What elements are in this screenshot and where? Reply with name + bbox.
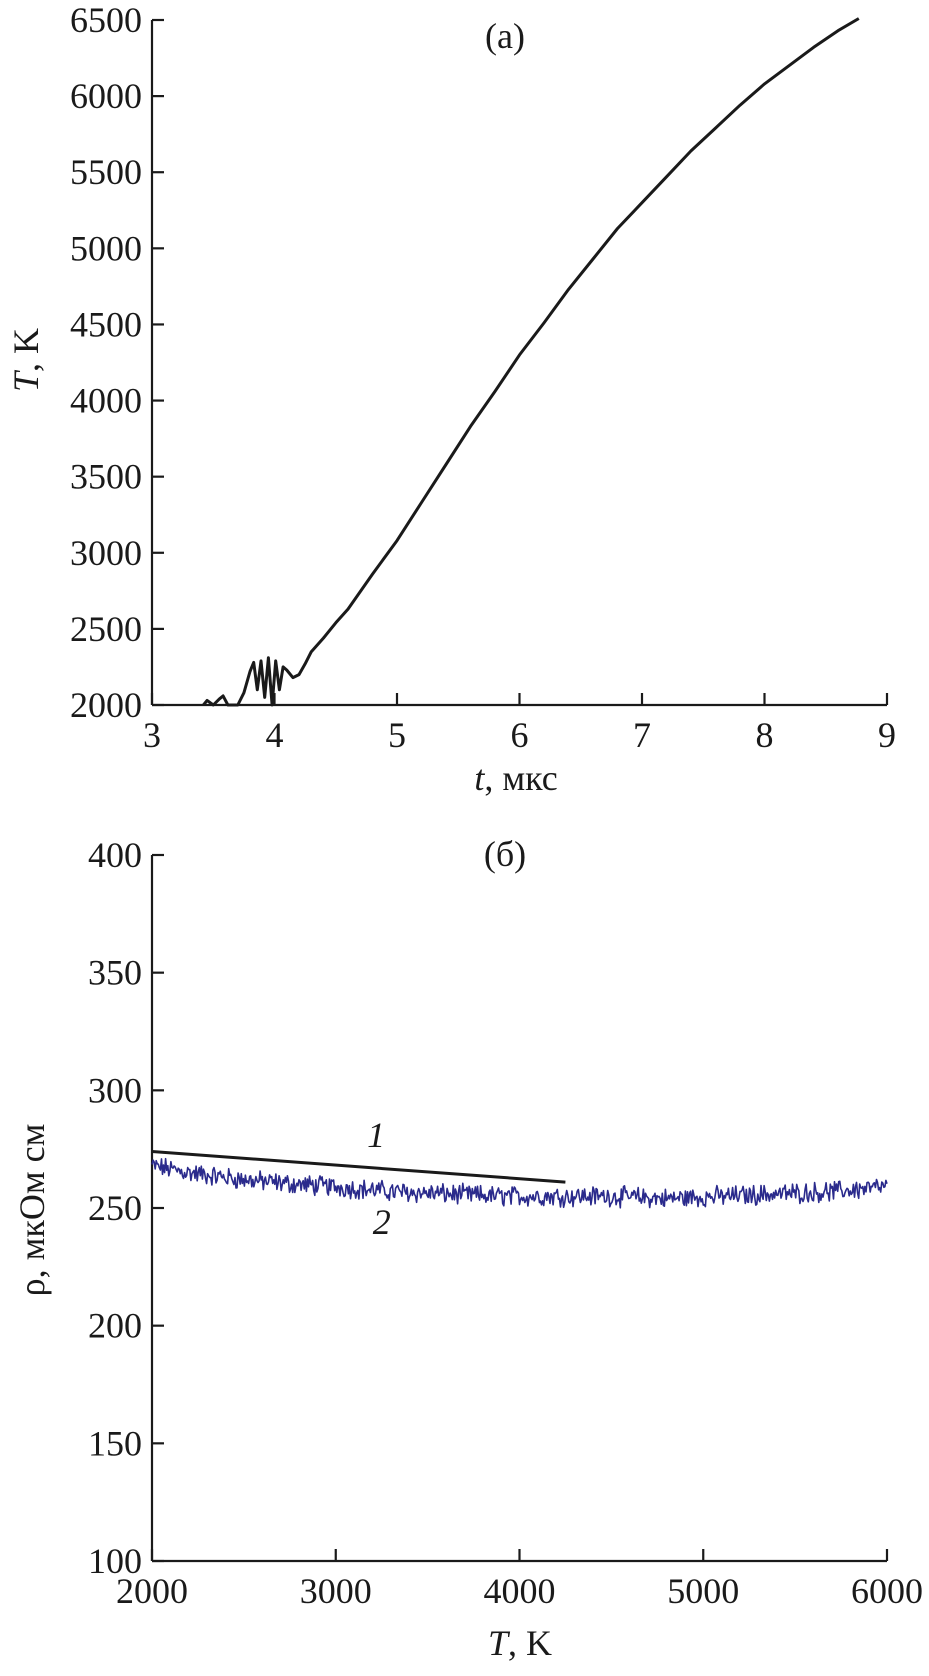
panel-b-x-axis-symbol: T bbox=[488, 1623, 511, 1663]
panel-a-y-tick-label: 6500 bbox=[70, 0, 142, 40]
panel-b-y-axis-title: ρ, мкОм см bbox=[12, 1124, 52, 1297]
panel-b-x-ticks: 2000 3000 4000 5000 6000 bbox=[116, 1549, 923, 1611]
panel-b-series-2-path bbox=[151, 1157, 888, 1209]
panel-b-x-tick-label: 3000 bbox=[300, 1571, 372, 1611]
panel-b-y-tick-label: 150 bbox=[88, 1423, 142, 1463]
panel-b-x-axis-title: T, K bbox=[488, 1623, 552, 1663]
panel-b-curve-label-1: 1 bbox=[367, 1115, 385, 1155]
panel-a-y-tick-label: 2500 bbox=[70, 609, 142, 649]
panel-a-y-axis-symbol: T bbox=[6, 369, 46, 392]
panel-a-y-tick-label: 3500 bbox=[70, 457, 142, 497]
panel-a-label: (a) bbox=[485, 16, 525, 56]
panel-b-series-1-path bbox=[151, 1150, 566, 1184]
panel-a-x-axis-unit: , мкс bbox=[484, 758, 557, 798]
panel-a-x-tick-label: 6 bbox=[511, 715, 529, 755]
panel-a-series bbox=[202, 17, 860, 707]
panel-b-series bbox=[151, 1150, 888, 1209]
panel-a-y-axis-title: T, K bbox=[6, 328, 46, 392]
panel-b-axes bbox=[150, 855, 887, 1563]
panel-b-x-tick-label: 5000 bbox=[667, 1571, 739, 1611]
panel-a-x-ticks: 3 4 5 6 7 8 9 bbox=[143, 693, 896, 755]
panel-a-axes bbox=[150, 20, 887, 707]
panel-b-y-tick-label: 350 bbox=[88, 953, 142, 993]
panel-a-x-axis-title: t, мкс bbox=[474, 758, 557, 798]
panel-b-y-ticks: 100 150 200 250 300 350 400 bbox=[88, 835, 164, 1581]
panel-a-y-tick-label: 4000 bbox=[70, 381, 142, 421]
panel-a-y-tick-label: 4500 bbox=[70, 304, 142, 344]
panel-a-y-ticks: 2000 2500 3000 3500 4000 4500 5000 5500 6000 6500 bbox=[70, 0, 164, 725]
panel-b-x-axis-unit: , K bbox=[508, 1623, 552, 1663]
panel-b-y-tick-label: 300 bbox=[88, 1070, 142, 1110]
panel-b-resistivity-vs-temperature: 2000 3000 4000 5000 6000 100 150 200 250 300 350 4… bbox=[12, 834, 923, 1663]
panel-b-y-tick-label: 100 bbox=[88, 1541, 142, 1581]
panel-b-y-tick-label: 200 bbox=[88, 1306, 142, 1346]
panel-a-temperature-vs-time: 3 4 5 6 7 8 9 2000 2500 3000 3500 4000 4500 5000 5500… bbox=[6, 0, 896, 798]
panel-b-curve-label-2: 2 bbox=[373, 1202, 391, 1242]
panel-a-y-tick-label: 5500 bbox=[70, 152, 142, 192]
panel-a-x-tick-label: 4 bbox=[266, 715, 284, 755]
panel-a-series-line-path bbox=[202, 17, 860, 707]
panel-a-y-axis-unit: , K bbox=[6, 328, 46, 372]
panel-a-x-tick-label: 3 bbox=[143, 715, 161, 755]
panel-a-y-tick-label: 3000 bbox=[70, 533, 142, 573]
panel-b-y-tick-label: 250 bbox=[88, 1188, 142, 1228]
panel-a-y-tick-label: 6000 bbox=[70, 76, 142, 116]
panel-b-x-tick-label: 6000 bbox=[851, 1571, 923, 1611]
panel-a-x-tick-label: 5 bbox=[388, 715, 406, 755]
panel-a-x-tick-label: 9 bbox=[878, 715, 896, 755]
panel-b-y-tick-label: 400 bbox=[88, 835, 142, 875]
panel-a-x-axis-symbol: t bbox=[474, 758, 485, 798]
panel-a-x-tick-label: 8 bbox=[756, 715, 774, 755]
panel-b-label: (б) bbox=[484, 834, 526, 874]
panel-b-x-tick-label: 2000 bbox=[116, 1571, 188, 1611]
panel-a-y-tick-label: 2000 bbox=[70, 685, 142, 725]
panel-a-y-tick-label: 5000 bbox=[70, 228, 142, 268]
panel-a-x-tick-label: 7 bbox=[633, 715, 651, 755]
panel-b-x-tick-label: 4000 bbox=[484, 1571, 556, 1611]
